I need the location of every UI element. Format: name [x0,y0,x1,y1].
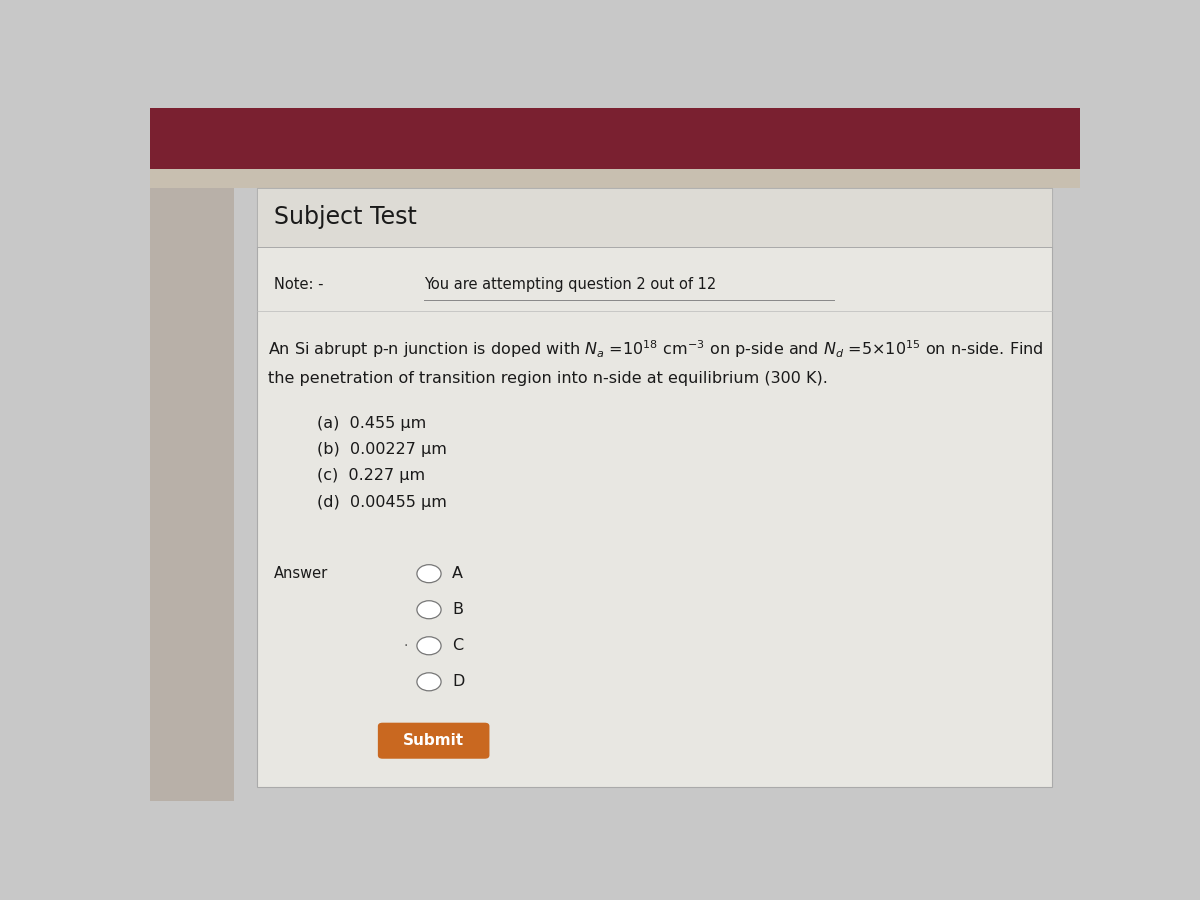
Text: An Si abrupt p-n junction is doped with $N_a$ =10$^{18}$ cm$^{-3}$ on p-side and: An Si abrupt p-n junction is doped with … [268,338,1044,360]
Text: (b)  0.00227 μm: (b) 0.00227 μm [317,442,448,457]
FancyBboxPatch shape [150,188,234,801]
Circle shape [416,564,442,582]
Text: ·: · [403,639,408,652]
Text: A: A [452,566,463,581]
Text: B: B [452,602,463,617]
Circle shape [416,637,442,655]
FancyBboxPatch shape [150,169,1080,188]
Circle shape [416,600,442,618]
FancyBboxPatch shape [378,723,490,759]
Text: D: D [452,674,464,689]
FancyBboxPatch shape [257,188,1052,247]
FancyBboxPatch shape [150,108,1080,170]
Text: (c)  0.227 μm: (c) 0.227 μm [317,469,426,483]
Text: You are attempting question 2 out of 12: You are attempting question 2 out of 12 [425,277,716,292]
Text: (a)  0.455 μm: (a) 0.455 μm [317,416,427,431]
Text: the penetration of transition region into n-side at equilibrium (300 K).: the penetration of transition region int… [268,371,828,386]
Text: Subject Test: Subject Test [274,205,416,230]
Text: (d)  0.00455 μm: (d) 0.00455 μm [317,495,448,509]
Circle shape [416,673,442,691]
FancyBboxPatch shape [257,188,1052,788]
Text: C: C [452,638,463,653]
Text: Answer: Answer [274,566,328,581]
Text: Submit: Submit [403,734,464,748]
Text: Note: -: Note: - [274,277,323,292]
